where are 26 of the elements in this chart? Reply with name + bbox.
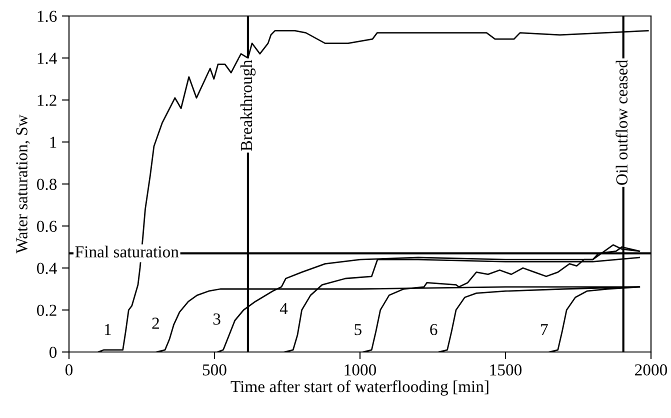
series-label: 7	[541, 324, 548, 336]
y-tick-label: 1.6	[38, 10, 57, 22]
x-tick-label: 1000	[344, 364, 376, 376]
y-tick-label: 1.2	[38, 94, 56, 106]
ref-line-label: Oil outflow ceased	[616, 60, 628, 185]
y-axis-title: Water saturation, Sw	[16, 114, 30, 254]
y-tick-label: 0.4	[36, 262, 57, 274]
series-label: 4	[280, 303, 288, 314]
series-label: 5	[354, 324, 362, 336]
series-label: 2	[152, 318, 159, 329]
x-tick-label: 2000	[635, 364, 668, 376]
y-tick-label: 0	[49, 346, 57, 358]
series-label: 1	[104, 324, 111, 336]
x-tick-label: 1500	[490, 364, 522, 376]
x-axis-title: Time after start of waterflooding [min]	[230, 380, 488, 396]
ref-line-label: Final saturation	[75, 246, 179, 258]
y-tick-label: 0.6	[36, 220, 57, 232]
x-tick-label: 500	[202, 364, 226, 376]
series-label: 3	[213, 313, 220, 325]
y-tick-label: 1.4	[38, 52, 57, 64]
y-tick-label: 0.2	[36, 304, 56, 316]
ref-line-label: Breakthrough	[240, 60, 256, 151]
y-tick-label: 0.8	[36, 178, 57, 190]
x-tick-label: 0	[65, 364, 73, 376]
y-tick-label: 1	[50, 136, 56, 148]
series-label: 6	[430, 324, 438, 336]
